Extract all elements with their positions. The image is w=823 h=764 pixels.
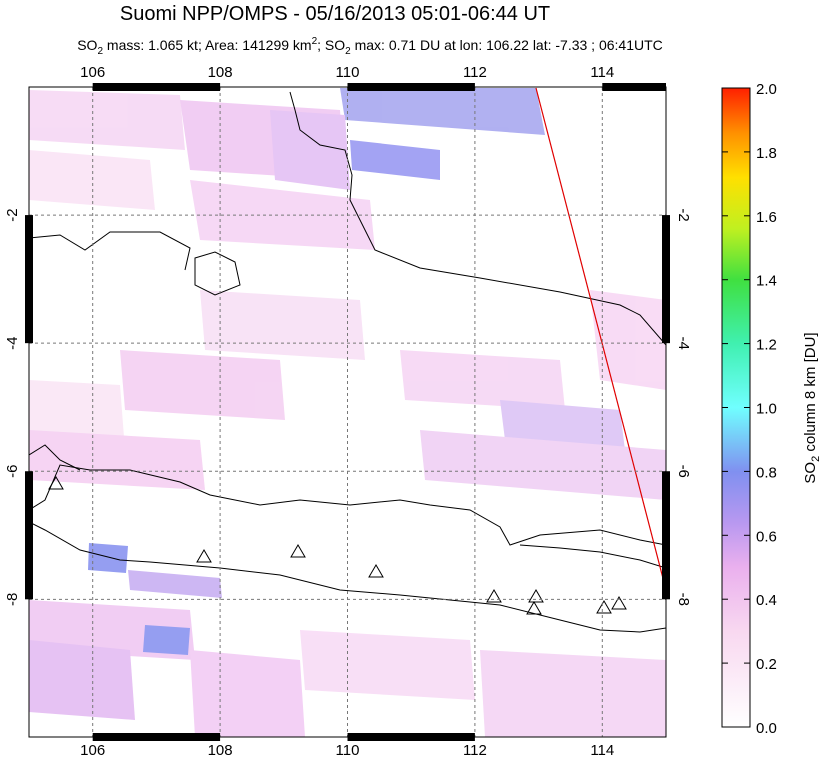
frame-bar <box>347 733 475 741</box>
colorbar-label: SO2 column 8 km [DU] <box>802 332 822 483</box>
so2-pixels <box>29 88 666 737</box>
frame-bar <box>92 733 221 741</box>
y-tick-label: -8 <box>4 593 21 606</box>
volcano-markers <box>48 476 627 615</box>
subtitle-sup: 2 <box>312 36 318 47</box>
y-tick-label: -4 <box>4 336 21 349</box>
y-tick-label: -6 <box>675 465 692 478</box>
colorbar-tick-label: 0.0 <box>756 720 777 737</box>
label-part: SO <box>802 462 819 484</box>
frame-bar <box>662 471 670 600</box>
swath-edge <box>535 87 666 591</box>
frame-bar <box>602 83 666 91</box>
x-tick-label: 112 <box>463 742 487 759</box>
colorbar-tick-label: 1.2 <box>756 337 777 354</box>
frame-bar <box>25 471 33 600</box>
subtitle-part: max: 0.71 DU at lon: 106.22 lat: -7.33 ;… <box>351 37 663 53</box>
y-tick-label: -8 <box>675 593 692 606</box>
colorbar-tick-label: 1.6 <box>756 209 777 226</box>
subtitle-part: SO <box>77 37 97 53</box>
frame-bar <box>662 215 670 344</box>
subtitle-sub: 2 <box>345 46 351 57</box>
x-tick-label: 110 <box>336 64 360 81</box>
x-tick-label: 110 <box>336 742 360 759</box>
x-tick-label: 108 <box>208 64 233 81</box>
x-tick-label: 106 <box>80 742 105 759</box>
x-tick-label: 114 <box>590 64 614 81</box>
y-tick-label: -2 <box>675 208 692 221</box>
x-tick-label: 112 <box>463 64 487 81</box>
colorbar-tick-label: 0.6 <box>756 528 777 545</box>
subtitle-part: mass: 1.065 kt; Area: 141299 km <box>103 37 312 53</box>
frame-bar <box>347 83 475 91</box>
colorbar-tick-label: 1.0 <box>756 401 777 418</box>
x-tick-label: 106 <box>80 64 105 81</box>
y-tick-label: -4 <box>675 336 692 349</box>
frame-bars <box>25 83 670 741</box>
colorbar-tick-label: 0.2 <box>756 656 777 673</box>
colorbar-tick-label: 1.4 <box>756 273 777 290</box>
label-sub: 2 <box>810 456 822 462</box>
colorbar-tick-label: 0.8 <box>756 464 777 481</box>
frame-bar <box>25 215 33 344</box>
graticule <box>29 87 666 737</box>
subtitle-sub: 2 <box>97 46 103 57</box>
label-part: column 8 km [DU] <box>802 332 819 455</box>
subtitle: SO2 mass: 1.065 kt; Area: 141299 km2; SO… <box>77 36 663 57</box>
frame-bar <box>92 83 221 91</box>
x-tick-label: 114 <box>590 742 614 759</box>
subtitle-part: ; SO <box>317 37 345 53</box>
y-tick-label: -6 <box>4 465 21 478</box>
colorbar-tick-label: 0.4 <box>756 592 777 609</box>
x-tick-label: 108 <box>208 742 233 759</box>
colorbar-tick-label: 2.0 <box>756 81 777 98</box>
title: Suomi NPP/OMPS - 05/16/2013 05:01-06:44 … <box>120 3 550 25</box>
coastlines <box>29 91 666 633</box>
colorbar-tick-label: 1.8 <box>756 145 777 162</box>
y-tick-label: -2 <box>4 208 21 221</box>
